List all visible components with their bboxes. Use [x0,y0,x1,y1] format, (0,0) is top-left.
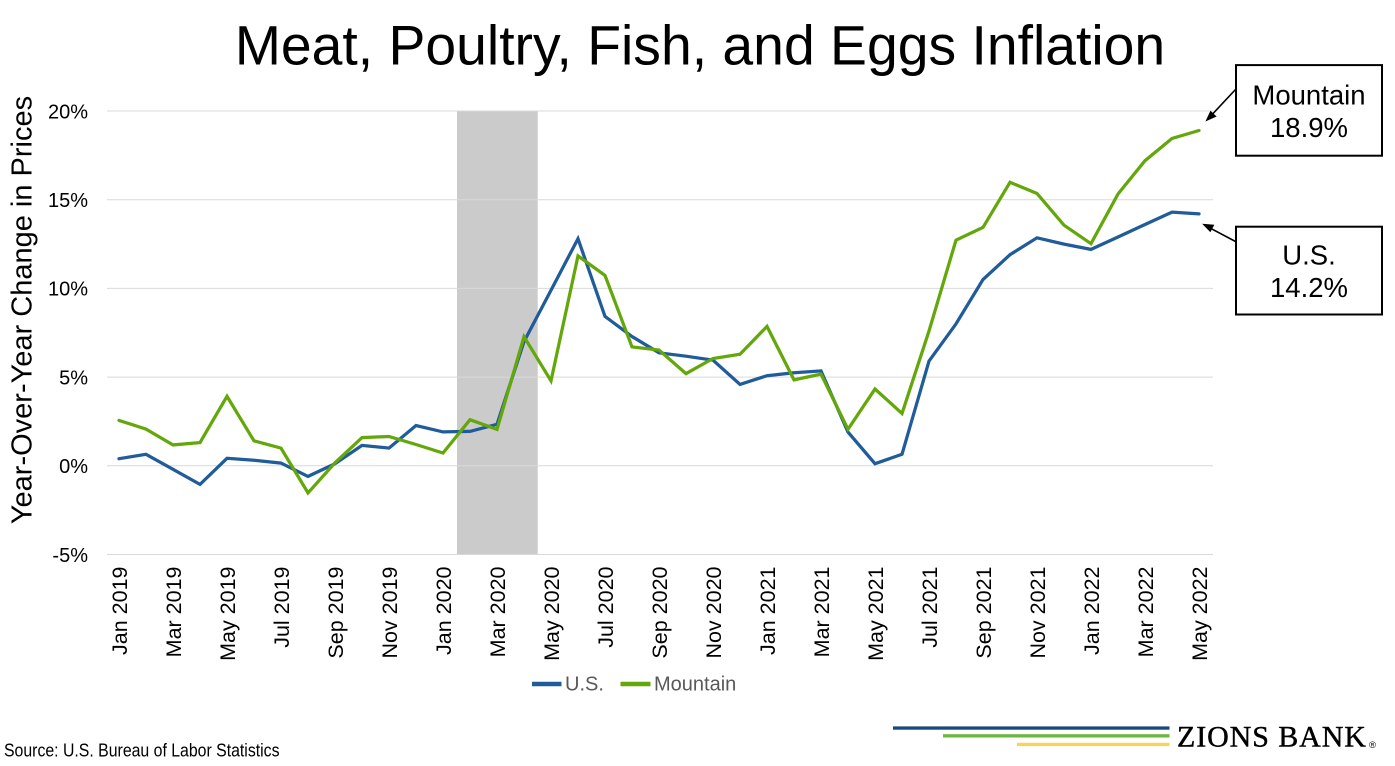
svg-text:20%: 20% [48,101,88,123]
svg-text:-5%: -5% [52,545,88,567]
svg-text:18.9%: 18.9% [1270,112,1348,143]
svg-text:Mar 2020: Mar 2020 [486,566,510,657]
svg-text:U.S.: U.S. [565,674,604,696]
svg-text:Meat, Poultry, Fish, and Eggs: Meat, Poultry, Fish, and Eggs Inflation [235,15,1165,77]
svg-text:Jan 2022: Jan 2022 [1080,567,1104,655]
svg-text:5%: 5% [59,367,88,389]
svg-text:Sep 2020: Sep 2020 [648,566,672,658]
svg-text:Mar 2021: Mar 2021 [810,567,834,658]
svg-text:Nov 2019: Nov 2019 [378,567,402,659]
svg-text:0%: 0% [59,456,88,478]
svg-text:Nov 2021: Nov 2021 [1026,567,1050,659]
svg-text:Jan 2019: Jan 2019 [108,567,132,655]
svg-text:Jul 2021: Jul 2021 [918,567,942,648]
svg-text:May 2019: May 2019 [216,567,240,661]
svg-text:May 2021: May 2021 [864,567,888,661]
svg-text:May 2022: May 2022 [1188,567,1212,661]
svg-text:Jul 2020: Jul 2020 [594,566,618,647]
svg-text:®: ® [1369,740,1376,751]
svg-text:Jul 2019: Jul 2019 [270,567,294,648]
svg-text:10%: 10% [48,279,88,301]
svg-text:Mar 2019: Mar 2019 [162,567,186,658]
svg-text:Nov 2020: Nov 2020 [702,566,726,658]
svg-text:Mar 2022: Mar 2022 [1134,567,1158,658]
svg-text:Mountain: Mountain [654,674,736,696]
svg-text:May 2020: May 2020 [540,566,564,660]
svg-text:Jan 2021: Jan 2021 [756,567,780,655]
svg-text:ZIONS BANK: ZIONS BANK [1177,721,1367,754]
svg-text:Sep 2019: Sep 2019 [324,567,348,659]
svg-text:Year-Over-Year Change in Price: Year-Over-Year Change in Prices [7,96,39,524]
svg-text:Mountain: Mountain [1252,80,1365,111]
svg-text:Source: U.S. Bureau of Labor S: Source: U.S. Bureau of Labor Statistics [4,739,280,760]
svg-text:14.2%: 14.2% [1270,272,1348,303]
svg-text:Sep 2021: Sep 2021 [972,567,996,659]
svg-text:15%: 15% [48,190,88,212]
svg-text:U.S.: U.S. [1282,239,1335,270]
svg-text:Jan 2020: Jan 2020 [432,566,456,655]
